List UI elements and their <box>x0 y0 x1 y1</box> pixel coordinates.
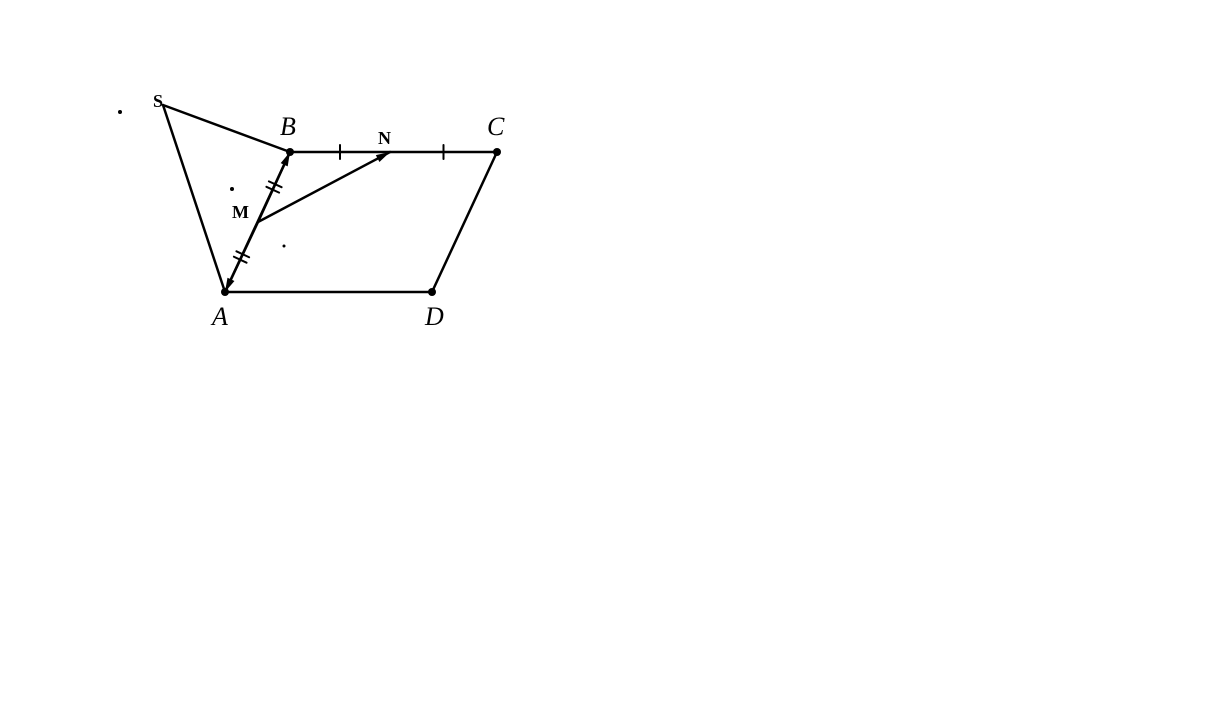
vertex-A <box>221 288 229 296</box>
label-B: B <box>280 112 296 141</box>
label-C: C <box>487 112 505 141</box>
geometry-diagram: A B C D S M N <box>0 0 1228 710</box>
label-S: S <box>153 91 163 111</box>
vertex-C <box>493 148 501 156</box>
segment-SA <box>163 105 225 292</box>
vertex-D <box>428 288 436 296</box>
label-A: A <box>210 302 228 331</box>
vector-MN <box>258 152 390 222</box>
dot-0 <box>118 110 122 114</box>
segment-CD <box>432 152 497 292</box>
label-M: M <box>232 202 249 222</box>
label-N: N <box>378 128 391 148</box>
label-D: D <box>424 302 444 331</box>
vertex-B <box>286 148 294 156</box>
segment-SB <box>163 105 290 152</box>
dot-2 <box>283 245 286 248</box>
dot-1 <box>230 187 234 191</box>
